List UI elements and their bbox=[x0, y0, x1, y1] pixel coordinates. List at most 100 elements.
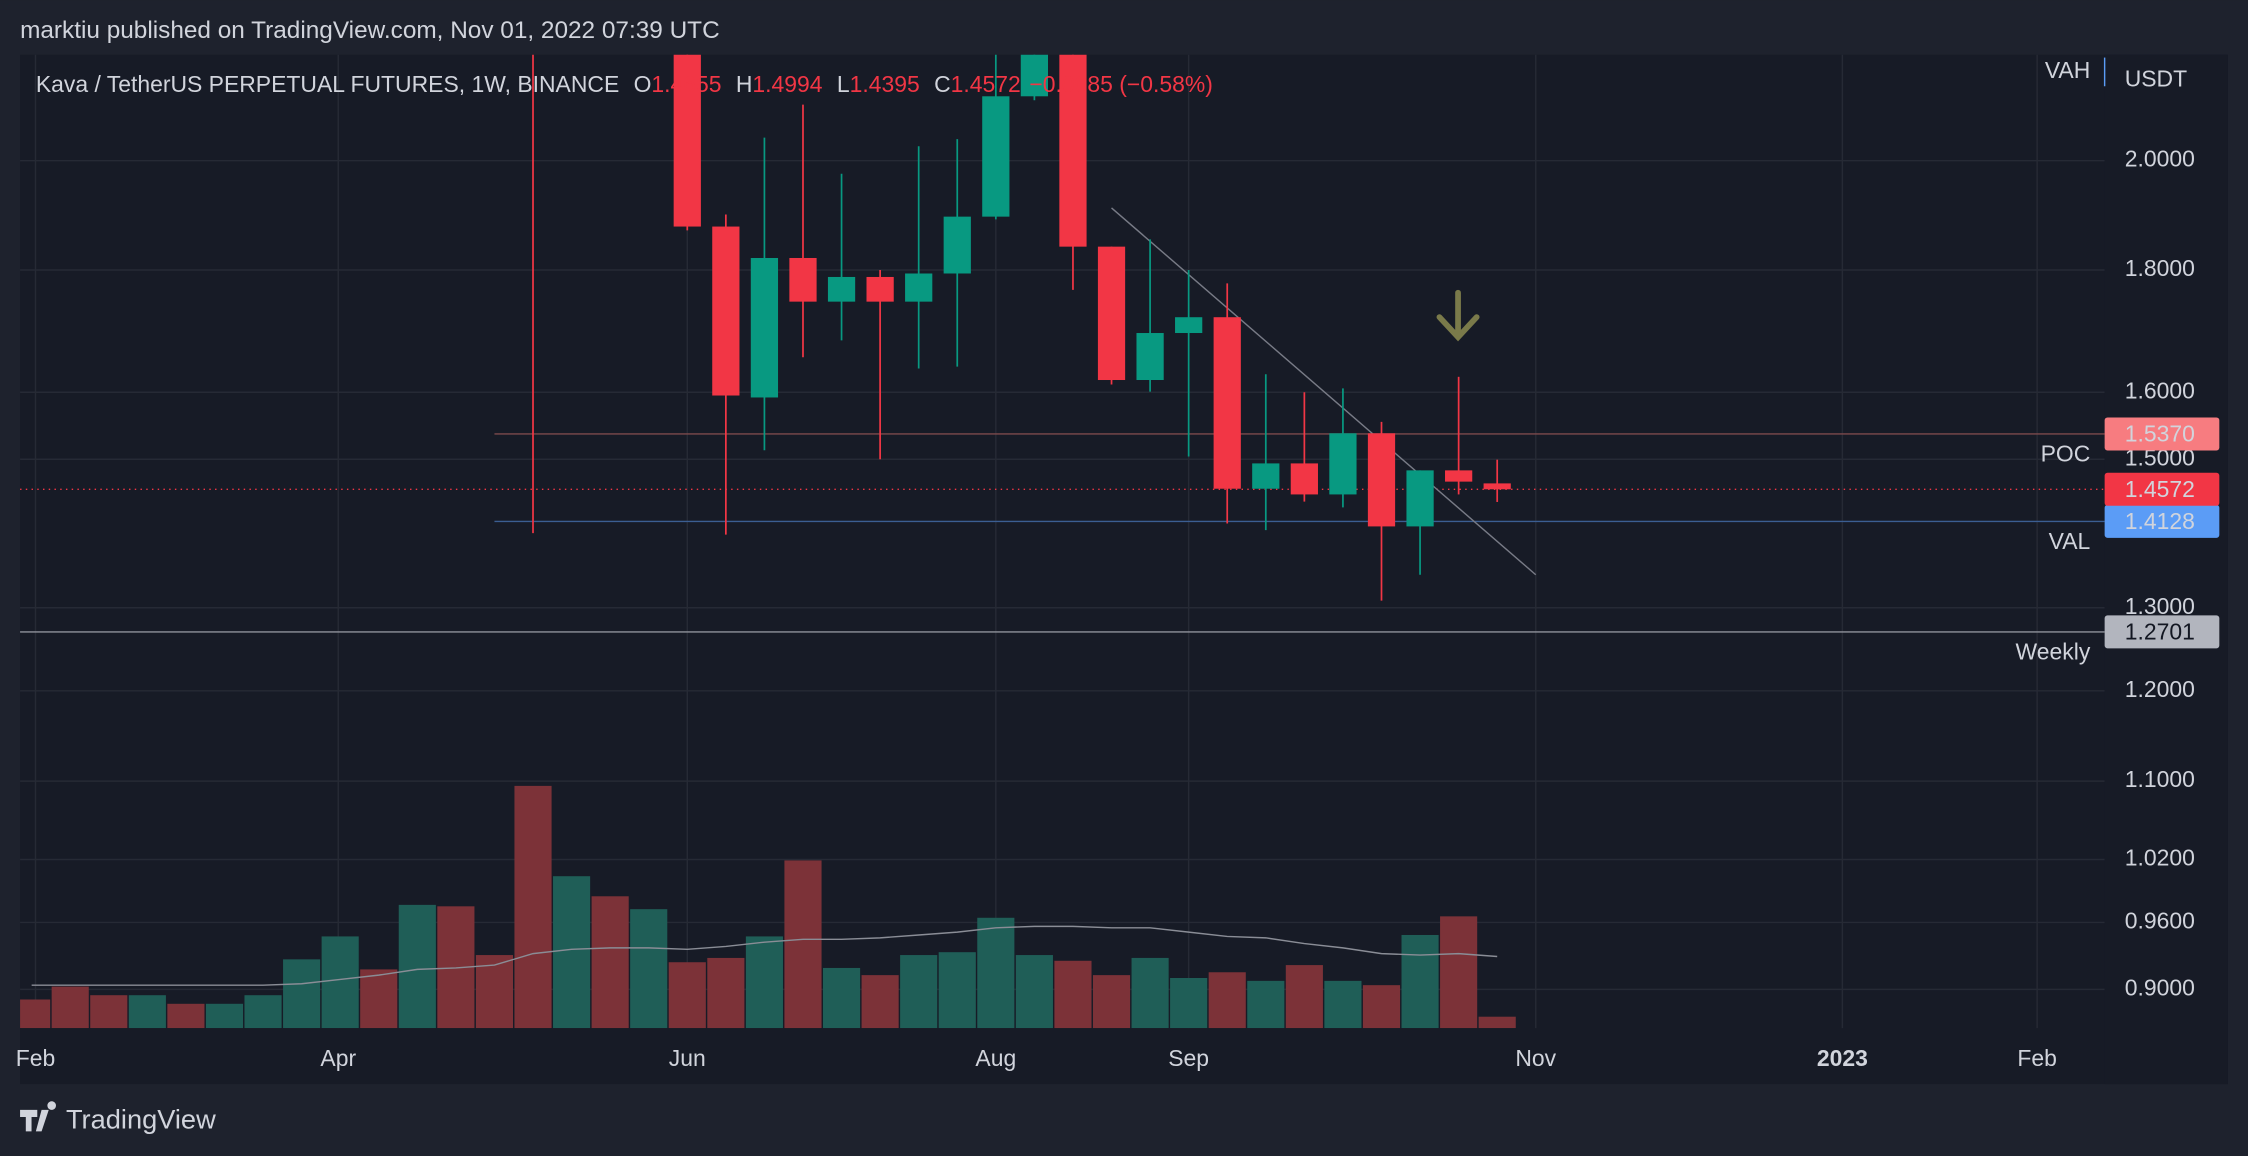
volume-bar bbox=[1440, 916, 1478, 1029]
volume-bar bbox=[1401, 934, 1439, 1029]
volume-bar bbox=[977, 917, 1015, 1029]
legend-ohlc-key: O bbox=[634, 71, 652, 97]
y-tick-label: 1.3000 bbox=[2125, 593, 2195, 619]
y-tick-label: 1.2000 bbox=[2125, 676, 2195, 702]
y-tick-label: 1.6000 bbox=[2125, 377, 2195, 403]
candle-body bbox=[1175, 317, 1203, 334]
volume-bar bbox=[1015, 955, 1053, 1029]
trendline bbox=[1111, 207, 1537, 576]
candle-body bbox=[1097, 246, 1126, 381]
volume-bar bbox=[321, 936, 359, 1029]
candle-body bbox=[750, 257, 779, 398]
x-tick-label: Apr bbox=[320, 1045, 356, 1071]
volume-bar bbox=[128, 995, 166, 1029]
y-tick-label: 0.9600 bbox=[2125, 907, 2195, 933]
volume bbox=[20, 785, 1516, 1029]
logo bbox=[20, 1101, 56, 1132]
level-price-label: 1.4128 bbox=[2125, 508, 2195, 534]
vah-label: VAH bbox=[2045, 57, 2090, 83]
volume-bar bbox=[283, 959, 321, 1029]
volume-bar bbox=[668, 962, 706, 1029]
x-tick-label: Sep bbox=[1168, 1045, 1209, 1071]
volume-bar bbox=[475, 955, 514, 1029]
volume-bar bbox=[745, 936, 783, 1029]
x-tick-label: 2023 bbox=[1817, 1045, 1868, 1071]
volume-bar bbox=[591, 896, 629, 1029]
level-price-label: 1.5370 bbox=[2125, 420, 2195, 446]
volume-bar bbox=[20, 999, 51, 1029]
candle-body bbox=[1445, 470, 1473, 482]
candle-body bbox=[1059, 54, 1087, 247]
legend-ohlc-key: H bbox=[736, 71, 753, 97]
volume-bar bbox=[51, 986, 89, 1029]
legend-ohlc-key: L bbox=[837, 71, 850, 97]
candle-body bbox=[827, 276, 856, 302]
volume-ma-line bbox=[31, 925, 1498, 986]
candle-body bbox=[1136, 333, 1164, 381]
x-tick-label: Feb bbox=[16, 1045, 56, 1071]
volume-bar bbox=[822, 967, 861, 1029]
legend-ohlc-value: 1.4395 bbox=[850, 71, 920, 97]
y-unit: USDT bbox=[2125, 66, 2187, 92]
y-tick-label: 1.8000 bbox=[2125, 255, 2195, 281]
candle-body bbox=[1252, 463, 1280, 489]
candle-body bbox=[1020, 54, 1049, 97]
volume-bar bbox=[1247, 980, 1285, 1029]
candle-body bbox=[1329, 433, 1357, 495]
volume-bar bbox=[360, 969, 398, 1029]
volume-bar bbox=[1092, 975, 1131, 1029]
volume-bar bbox=[1285, 965, 1323, 1029]
published-note: marktiu published on TradingView.com, No… bbox=[20, 17, 720, 44]
legend-change: −0.0085 (−0.58%) bbox=[1029, 71, 1213, 97]
last-price-label: 1.4572 bbox=[2125, 476, 2195, 502]
levels: POC VAL Weekly bbox=[20, 433, 2105, 664]
legend-ohlc-value: 1.4572 bbox=[951, 71, 1021, 97]
candle-body bbox=[905, 273, 933, 302]
y-tick-label: 1.1000 bbox=[2125, 766, 2195, 792]
volume-bar bbox=[205, 1003, 244, 1029]
legend-ohlc-key: C bbox=[934, 71, 951, 97]
candle-body bbox=[866, 276, 894, 302]
volume-bar bbox=[1324, 980, 1362, 1029]
arrow-annotation bbox=[1436, 289, 1480, 342]
level-price-box bbox=[2104, 615, 2220, 649]
level-price-box bbox=[2104, 504, 2220, 538]
candle-body bbox=[673, 54, 701, 227]
volume-bar bbox=[90, 995, 128, 1029]
candle-body bbox=[1290, 463, 1318, 495]
x-tick-label: Feb bbox=[2017, 1045, 2057, 1071]
volume-bar bbox=[553, 876, 591, 1029]
volume-bar bbox=[244, 995, 282, 1029]
volume-bar bbox=[1054, 960, 1092, 1029]
candle-body bbox=[712, 226, 740, 396]
candle-body bbox=[1213, 317, 1241, 489]
price-axis bbox=[2104, 54, 2228, 1085]
x-tick-label: Jun bbox=[669, 1045, 706, 1071]
volume-bar bbox=[1362, 985, 1401, 1029]
legend-ohlc-value: 1.4655 bbox=[651, 71, 721, 97]
candle-body bbox=[1367, 433, 1396, 527]
candle-body bbox=[1406, 470, 1434, 527]
candle-body bbox=[789, 257, 817, 302]
level-name: VAL bbox=[2049, 528, 2091, 554]
volume-bar bbox=[900, 955, 938, 1029]
axes: 2.00001.80001.60001.50001.30001.20001.10… bbox=[16, 146, 2220, 1071]
plot-area bbox=[20, 54, 2228, 1085]
y-tick-label: 1.0200 bbox=[2125, 845, 2195, 871]
x-tick-label: Aug bbox=[975, 1045, 1016, 1071]
last-price-box bbox=[2104, 472, 2220, 506]
volume-bar bbox=[398, 904, 436, 1029]
volume-bar bbox=[167, 1003, 205, 1029]
candle-body bbox=[1483, 483, 1511, 490]
level-name: Weekly bbox=[2016, 638, 2091, 664]
legend: Kava / TetherUS PERPETUAL FUTURES, 1W, B… bbox=[36, 71, 1213, 97]
candles bbox=[532, 54, 1537, 601]
y-tick-label: 2.0000 bbox=[2125, 146, 2195, 172]
volume-bar bbox=[1170, 977, 1208, 1029]
brand: TradingView bbox=[66, 1104, 216, 1135]
volume-bar bbox=[1478, 1016, 1516, 1029]
volume-bar bbox=[1131, 957, 1169, 1029]
volume-bar bbox=[861, 975, 899, 1029]
level-price-box bbox=[2104, 417, 2220, 451]
